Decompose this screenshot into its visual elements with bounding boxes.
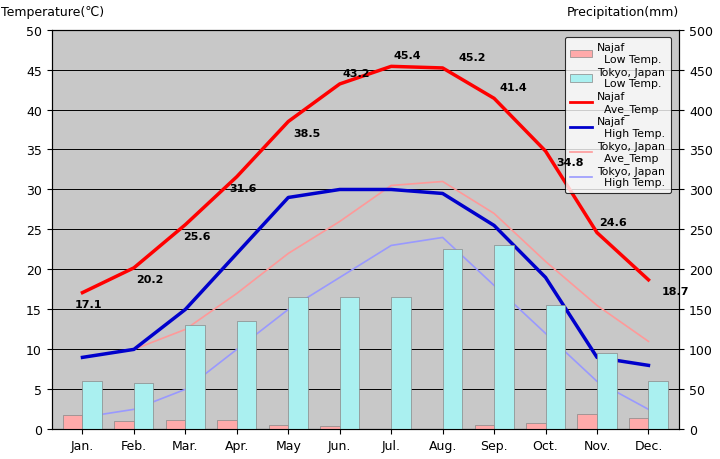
Bar xyxy=(649,381,668,430)
Text: 34.8: 34.8 xyxy=(556,158,583,168)
Bar xyxy=(320,426,340,430)
Text: 45.4: 45.4 xyxy=(394,51,421,61)
Bar xyxy=(134,383,153,430)
Bar xyxy=(423,429,443,430)
Bar xyxy=(63,415,83,430)
Bar xyxy=(217,420,237,430)
Text: 25.6: 25.6 xyxy=(183,231,210,241)
Text: 45.2: 45.2 xyxy=(458,53,485,63)
Bar xyxy=(372,429,391,430)
Text: 41.4: 41.4 xyxy=(499,83,527,93)
Bar xyxy=(443,250,462,430)
Text: 31.6: 31.6 xyxy=(229,184,256,194)
Bar xyxy=(83,381,102,430)
Bar xyxy=(546,306,565,430)
Text: 18.7: 18.7 xyxy=(662,286,689,297)
Bar xyxy=(391,298,410,430)
Bar xyxy=(474,425,494,430)
Legend: Najaf
  Low Temp., Tokyo, Japan
  Low Temp., Najaf
  Ave_Temp, Najaf
  High Temp: Najaf Low Temp., Tokyo, Japan Low Temp.,… xyxy=(565,38,671,193)
Bar xyxy=(185,326,205,430)
Text: Temperature(℃): Temperature(℃) xyxy=(1,6,104,18)
Bar xyxy=(526,423,546,430)
Text: 17.1: 17.1 xyxy=(75,299,102,309)
Bar xyxy=(597,353,616,430)
Text: Precipitation(mm): Precipitation(mm) xyxy=(567,6,680,18)
Text: 24.6: 24.6 xyxy=(600,217,627,227)
Bar xyxy=(577,414,597,430)
Bar xyxy=(166,420,185,430)
Bar xyxy=(114,421,134,430)
Text: 38.5: 38.5 xyxy=(294,129,320,139)
Bar xyxy=(629,418,649,430)
Text: 43.2: 43.2 xyxy=(342,69,370,79)
Bar xyxy=(269,425,288,430)
Bar xyxy=(340,298,359,430)
Bar xyxy=(494,246,513,430)
Text: 20.2: 20.2 xyxy=(137,274,164,285)
Bar xyxy=(288,298,308,430)
Bar xyxy=(237,322,256,430)
